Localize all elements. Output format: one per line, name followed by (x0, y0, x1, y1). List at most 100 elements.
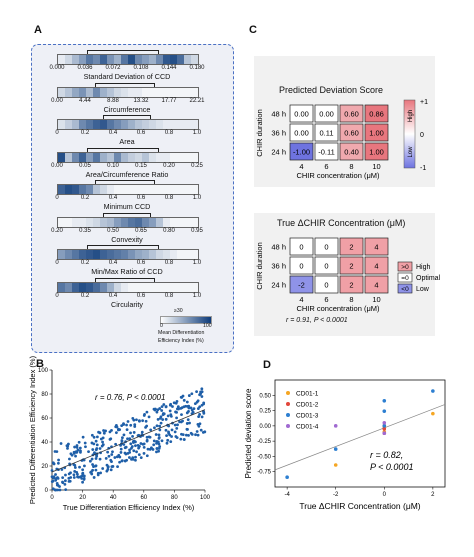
b-trend-line (51, 409, 206, 473)
feature-tick-label: 0.8 (164, 260, 174, 266)
feature-tick-label: 0.8 (164, 195, 174, 201)
d-x-tick-label: 2 (431, 492, 435, 498)
heat-cell (114, 152, 121, 162)
heat-cell (93, 217, 100, 227)
feature-bracket (103, 212, 151, 218)
b-point (64, 473, 67, 477)
heat-cell (170, 152, 177, 162)
d-xlabel: True ΔCHIR Concentration (μM) (299, 501, 420, 511)
d-point (285, 475, 289, 480)
heat-cell (114, 87, 121, 97)
b-point (155, 410, 159, 414)
heat-cell (177, 282, 184, 292)
feature-tick-label: 0.6 (136, 195, 146, 201)
feature-tick-label: 0.8 (164, 292, 174, 299)
heat-cell (163, 282, 170, 292)
b-y-tick-label: 80 (41, 392, 48, 398)
b-point (63, 479, 67, 483)
b-point (134, 444, 137, 448)
d-point (333, 463, 338, 467)
b-point (172, 401, 176, 405)
feature-name: Circumference (103, 104, 151, 114)
b-point (125, 423, 128, 427)
heat-cell (107, 282, 114, 292)
b-point (187, 410, 190, 413)
b-point (175, 416, 178, 420)
b-point (137, 453, 141, 457)
heat-cell (177, 55, 184, 64)
legend-top-label: ≥30 (174, 308, 183, 314)
c2-cell (314, 275, 339, 294)
b-point (147, 415, 151, 419)
feature-tick-label: 0.000 (49, 65, 65, 71)
c2-col-label: 8 (349, 295, 353, 304)
d-y-tick-label: -0.25 (257, 439, 271, 445)
feature-heat-strip (57, 249, 199, 260)
b-point (110, 465, 114, 469)
heat-cell (128, 120, 135, 129)
heat-cell (128, 152, 135, 162)
b-y-tick-label: 40 (41, 440, 48, 446)
b-point (123, 451, 127, 455)
feature-tick-label: 0.00 (51, 97, 63, 104)
c2-cell-value: 0 (299, 262, 303, 271)
b-point (181, 433, 185, 437)
d-x-tick-label: 0 (383, 492, 387, 498)
b-point (129, 423, 133, 427)
b-point (73, 466, 77, 469)
b-point (175, 411, 178, 414)
heat-cell (86, 250, 93, 259)
heat-cell (170, 250, 177, 259)
heat-cell (93, 120, 100, 129)
b-point (74, 454, 77, 458)
b-point (155, 450, 158, 454)
c1-ylabel: CHIR duration (255, 109, 264, 157)
b-point (184, 433, 188, 437)
b-point (56, 477, 60, 480)
feature-tick-label: 0.180 (189, 65, 205, 71)
feature-tick-label: 0.50 (107, 227, 119, 234)
c2-cell (339, 275, 364, 294)
b-point (53, 450, 57, 453)
feature-tick-label: 0.20 (163, 162, 175, 169)
c2-cell (364, 256, 389, 275)
feature-tick-label: 0.036 (77, 65, 93, 71)
b-point (106, 465, 110, 469)
heat-cell (114, 55, 121, 64)
heat-cell (79, 87, 86, 97)
b-point (161, 418, 165, 421)
b-point (131, 434, 134, 438)
feature-tick-label: 0.6 (136, 130, 146, 136)
c2-cell-value: 4 (374, 243, 378, 252)
feature-bracket (95, 82, 155, 88)
b-point (144, 425, 147, 429)
heat-cell (107, 55, 114, 64)
b-point (110, 428, 113, 432)
b-point (202, 411, 206, 415)
b-point (142, 451, 146, 455)
b-point (145, 439, 149, 443)
heat-cell (58, 55, 65, 64)
b-point (90, 470, 93, 474)
b-point (73, 445, 76, 449)
b-point (157, 436, 161, 439)
b-point (170, 435, 173, 438)
b-point (84, 445, 87, 449)
feature-tick-label: 1.0 (192, 260, 202, 266)
b-point (155, 447, 159, 450)
b-point (88, 459, 92, 463)
c2-col-label: 10 (372, 295, 380, 304)
b-point (51, 487, 55, 491)
heat-cell (135, 152, 142, 162)
feature-bracket (87, 147, 159, 153)
heat-cell (163, 152, 170, 162)
b-point (109, 468, 113, 472)
c2-cell (289, 275, 314, 294)
heat-cell (170, 217, 177, 227)
feature-tick-label: 1.0 (192, 195, 202, 201)
b-point (153, 426, 156, 430)
heat-cell (93, 55, 100, 64)
b-point (90, 472, 94, 476)
heat-cell (86, 185, 93, 194)
